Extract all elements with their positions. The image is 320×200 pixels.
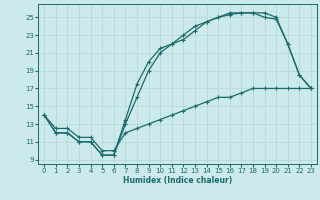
X-axis label: Humidex (Indice chaleur): Humidex (Indice chaleur) (123, 176, 232, 185)
